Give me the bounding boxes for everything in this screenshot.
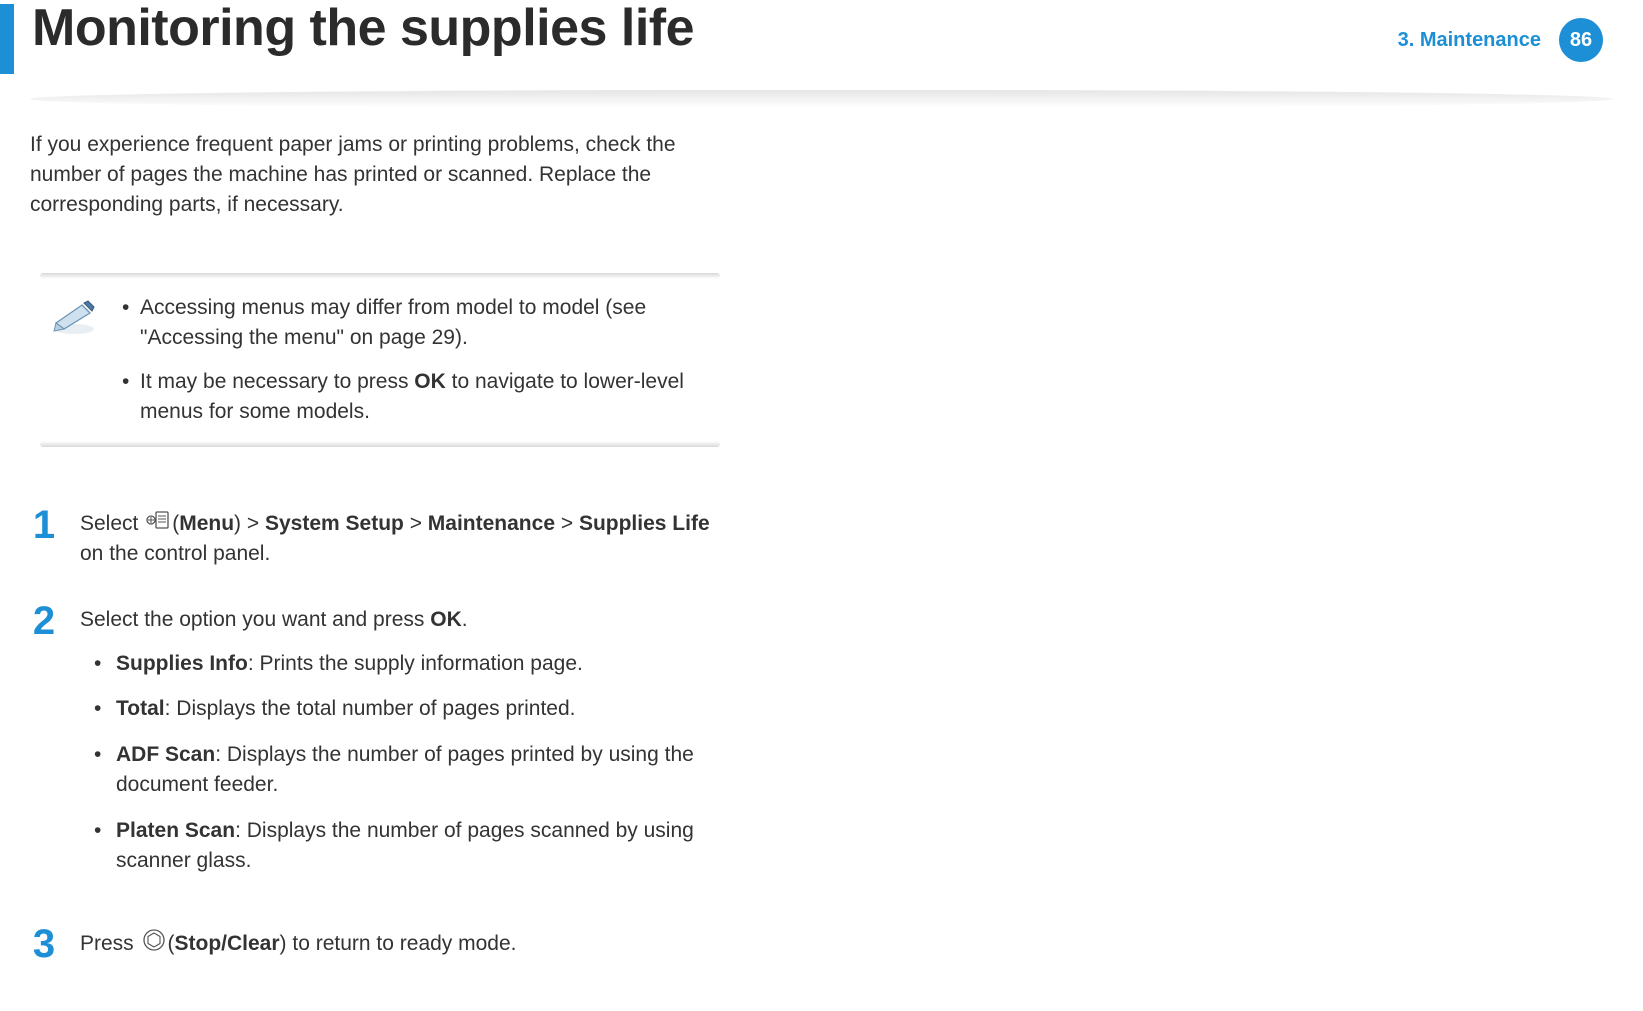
menu-label: Menu: [179, 512, 234, 535]
note-text: Accessing menus may differ from model to…: [140, 296, 646, 349]
step-text: Select the option you want and press: [80, 608, 430, 631]
step-number: 3: [30, 926, 58, 962]
step-body: Select (Menu) > System Setup > Maintenan…: [80, 507, 730, 569]
step-bold: Stop/Clear: [175, 932, 280, 955]
intro-paragraph: If you experience frequent paper jams or…: [30, 130, 730, 219]
header-right: 3. Maintenance 86: [1398, 18, 1603, 62]
menu-icon: [146, 509, 170, 539]
step-1: 1 Select (Menu) > System Setup > Mainten…: [30, 507, 730, 569]
page-header: Monitoring the supplies life 3. Maintena…: [0, 0, 1643, 90]
step-text: >: [241, 512, 265, 535]
step-body: Select the option you want and press OK.…: [80, 603, 730, 892]
option-name: Platen Scan: [116, 819, 235, 842]
step-text: .: [462, 608, 468, 631]
step-text: (: [168, 932, 175, 955]
step-text: ): [234, 512, 241, 535]
steps-list: 1 Select (Menu) > System Setup > Mainten…: [30, 507, 730, 962]
step-text: Select: [80, 512, 144, 535]
option-desc: : Prints the supply information page.: [248, 652, 583, 675]
page-title: Monitoring the supplies life: [32, 0, 694, 57]
option-name: Supplies Info: [116, 652, 248, 675]
option-name: Total: [116, 697, 165, 720]
step-number: 1: [30, 507, 58, 543]
stop-clear-icon: [142, 928, 166, 961]
step-text: ): [280, 932, 287, 955]
header-shadow: [30, 90, 1613, 108]
header-accent-bar: [0, 4, 14, 74]
breadcrumb-item: Maintenance: [428, 512, 555, 535]
step-body: Press (Stop/Clear) to return to ready mo…: [80, 926, 730, 961]
chapter-label: 3. Maintenance: [1398, 29, 1541, 52]
step-text: >: [555, 512, 579, 535]
step-text: on the control panel.: [80, 542, 270, 565]
breadcrumb-item: System Setup: [265, 512, 404, 535]
option-item: Platen Scan: Displays the number of page…: [80, 816, 730, 876]
option-name: ADF Scan: [116, 743, 215, 766]
step-2: 2 Select the option you want and press O…: [30, 603, 730, 892]
option-item: Total: Displays the total number of page…: [80, 694, 730, 724]
option-item: ADF Scan: Displays the number of pages p…: [80, 740, 730, 800]
step-bold: OK: [430, 608, 462, 631]
note-list: Accessing menus may differ from model to…: [118, 293, 712, 426]
step-number: 2: [30, 603, 58, 639]
page-number-badge: 86: [1559, 18, 1603, 62]
note-box: Accessing menus may differ from model to…: [30, 255, 730, 464]
note-text-bold: OK: [414, 370, 446, 393]
option-desc: : Displays the total number of pages pri…: [165, 697, 576, 720]
step-text: Press: [80, 932, 140, 955]
note-item: It may be necessary to press OK to navig…: [118, 367, 712, 427]
note-item: Accessing menus may differ from model to…: [118, 293, 712, 353]
note-icon: [48, 293, 100, 426]
step-3: 3 Press (Stop/Clear) to return to ready …: [30, 926, 730, 962]
breadcrumb-item: Supplies Life: [579, 512, 710, 535]
step-text: to return to ready mode.: [287, 932, 517, 955]
note-divider-bottom: [40, 441, 720, 447]
note-text-pre: It may be necessary to press: [140, 370, 414, 393]
main-content: If you experience frequent paper jams or…: [30, 130, 730, 962]
note-inner: Accessing menus may differ from model to…: [40, 279, 720, 440]
step-text: >: [404, 512, 428, 535]
step-2-options: Supplies Info: Prints the supply informa…: [80, 649, 730, 876]
option-item: Supplies Info: Prints the supply informa…: [80, 649, 730, 679]
